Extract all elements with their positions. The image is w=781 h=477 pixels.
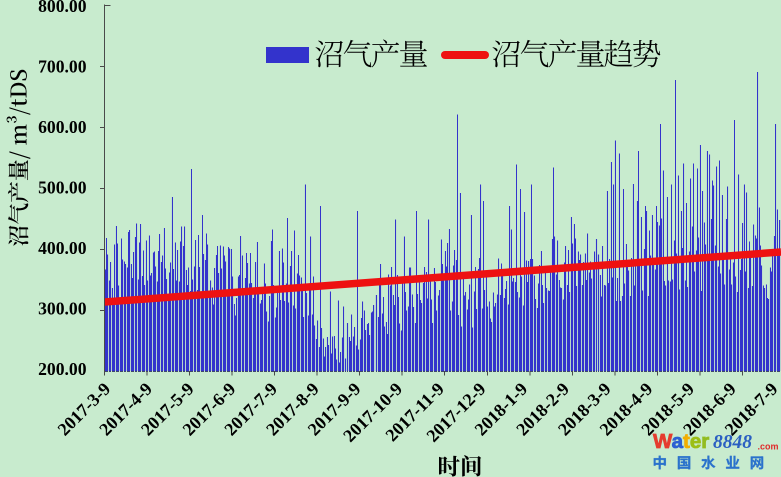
svg-text:800.00: 800.00 [38, 0, 87, 16]
svg-text:300.00: 300.00 [38, 299, 87, 319]
svg-text:Water: Water [653, 430, 709, 453]
svg-text:8848: 8848 [713, 432, 752, 453]
svg-text:500.00: 500.00 [38, 178, 87, 198]
svg-text:700.00: 700.00 [38, 57, 87, 77]
svg-text:.com: .com [758, 442, 779, 452]
svg-text:600.00: 600.00 [38, 117, 87, 137]
svg-text:200.00: 200.00 [38, 359, 87, 379]
svg-text:400.00: 400.00 [38, 238, 87, 258]
